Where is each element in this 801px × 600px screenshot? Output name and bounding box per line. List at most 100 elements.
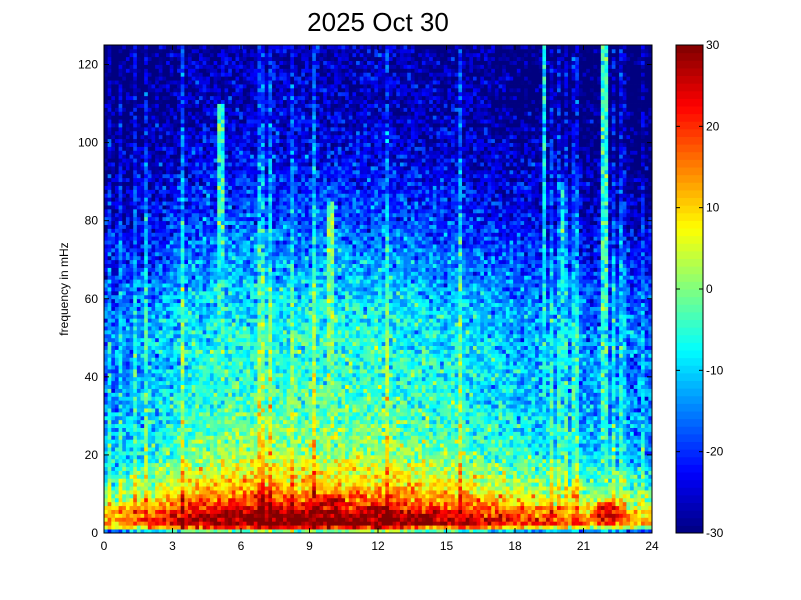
heatmap-cell (203, 131, 207, 135)
heatmap-cell (221, 248, 225, 252)
heatmap-cell (210, 303, 214, 307)
heatmap-cell (166, 381, 170, 385)
heatmap-cell (206, 502, 210, 506)
heatmap-cell (122, 154, 126, 158)
heatmap-cell (181, 205, 185, 209)
heatmap-cell (122, 111, 126, 115)
heatmap-cell (239, 404, 243, 408)
heatmap-cell (119, 455, 123, 459)
heatmap-cell (162, 385, 166, 389)
heatmap-cell (232, 221, 236, 225)
heatmap-cell (159, 197, 163, 201)
heatmap-cell (159, 295, 163, 299)
heatmap-cell (173, 392, 177, 396)
heatmap-cell (206, 170, 210, 174)
heatmap-cell (188, 193, 192, 197)
heatmap-cell (188, 408, 192, 412)
heatmap-cell (206, 72, 210, 76)
heatmap-cell (115, 513, 119, 517)
heatmap-cell (122, 174, 126, 178)
heatmap-cell (148, 408, 152, 412)
heatmap-cell (137, 107, 141, 111)
heatmap-cell (243, 447, 247, 451)
heatmap-cell (199, 57, 203, 61)
heatmap-cell (122, 53, 126, 57)
heatmap-cell (104, 111, 108, 115)
heatmap-cell (199, 494, 203, 498)
heatmap-cell (111, 127, 115, 131)
heatmap-cell (199, 455, 203, 459)
heatmap-cell (188, 310, 192, 314)
heatmap-cell (217, 342, 221, 346)
heatmap-cell (170, 100, 174, 104)
heatmap-cell (232, 264, 236, 268)
heatmap-cell (126, 189, 130, 193)
heatmap-cell (170, 104, 174, 108)
heatmap-cell (181, 131, 185, 135)
heatmap-cell (214, 513, 218, 517)
heatmap-cell (166, 158, 170, 162)
heatmap-cell (232, 45, 236, 49)
heatmap-cell (111, 463, 115, 467)
heatmap-cell (130, 428, 134, 432)
heatmap-cell (111, 283, 115, 287)
heatmap-cell (144, 439, 148, 443)
heatmap-cell (115, 205, 119, 209)
heatmap-cell (232, 424, 236, 428)
heatmap-cell (243, 338, 247, 342)
heatmap-cell (214, 502, 218, 506)
heatmap-cell (210, 408, 214, 412)
heatmap-cell (137, 303, 141, 307)
heatmap-cell (122, 377, 126, 381)
heatmap-cell (184, 107, 188, 111)
heatmap-cell (166, 443, 170, 447)
heatmap-cell (151, 420, 155, 424)
heatmap-cell (232, 143, 236, 147)
heatmap-cell (177, 256, 181, 260)
heatmap-cell (214, 459, 218, 463)
heatmap-cell (192, 88, 196, 92)
heatmap-cell (228, 123, 232, 127)
heatmap-cell (137, 353, 141, 357)
heatmap-cell (141, 65, 145, 69)
heatmap-cell (144, 443, 148, 447)
heatmap-cell (181, 217, 185, 221)
heatmap-cell (119, 209, 123, 213)
heatmap-cell (199, 186, 203, 190)
heatmap-cell (217, 310, 221, 314)
heatmap-cell (225, 57, 229, 61)
heatmap-cell (173, 513, 177, 517)
heatmap-cell (115, 271, 119, 275)
heatmap-cell (162, 186, 166, 190)
heatmap-cell (199, 135, 203, 139)
heatmap-cell (210, 443, 214, 447)
heatmap-cell (137, 322, 141, 326)
heatmap-cell (203, 127, 207, 131)
heatmap-cell (236, 486, 240, 490)
heatmap-cell (133, 275, 137, 279)
heatmap-cell (141, 420, 145, 424)
heatmap-cell (239, 322, 243, 326)
heatmap-cell (122, 435, 126, 439)
heatmap-cell (170, 271, 174, 275)
heatmap-cell (206, 158, 210, 162)
heatmap-cell (188, 439, 192, 443)
heatmap-cell (119, 170, 123, 174)
heatmap-cell (236, 45, 240, 49)
heatmap-cell (217, 205, 221, 209)
heatmap-cell (214, 451, 218, 455)
heatmap-cell (155, 72, 159, 76)
heatmap-cell (111, 232, 115, 236)
heatmap-cell (225, 287, 229, 291)
heatmap-cell (188, 443, 192, 447)
heatmap-cell (221, 318, 225, 322)
heatmap-cell (203, 92, 207, 96)
heatmap-cell (159, 131, 163, 135)
heatmap-cell (126, 232, 130, 236)
heatmap-cell (236, 147, 240, 151)
heatmap-cell (236, 213, 240, 217)
heatmap-cell (221, 76, 225, 80)
heatmap-cell (184, 439, 188, 443)
heatmap-cell (162, 525, 166, 529)
heatmap-cell (188, 513, 192, 517)
